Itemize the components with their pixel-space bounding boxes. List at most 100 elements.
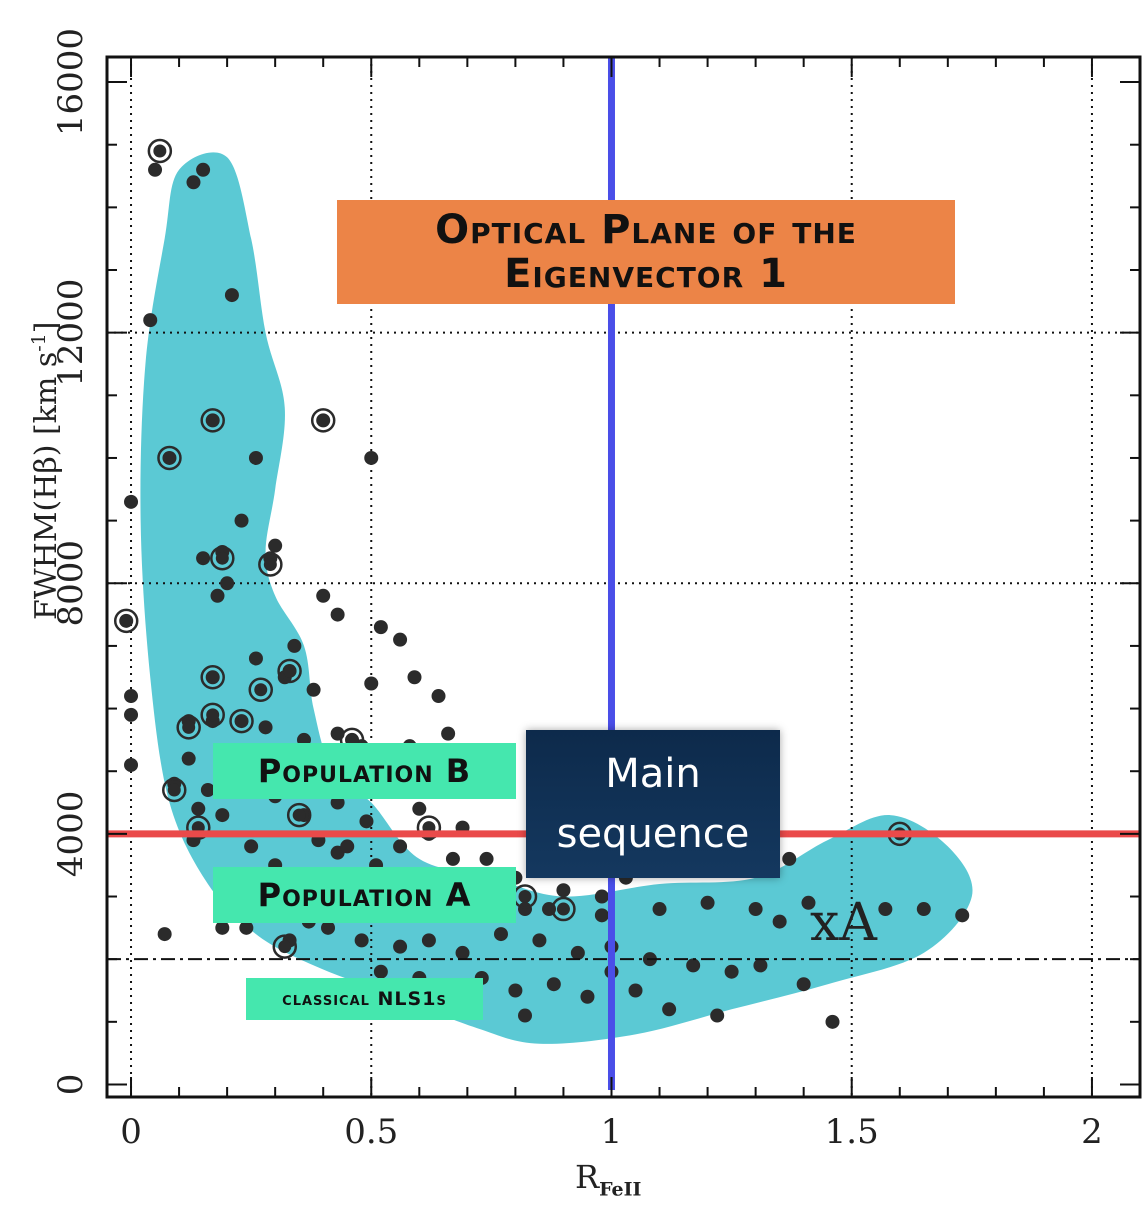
circled-point xyxy=(518,890,532,904)
population-b-text: Population B xyxy=(257,752,472,790)
y-axis-title-close: ] xyxy=(29,321,64,334)
data-point xyxy=(580,989,595,1004)
data-point xyxy=(407,670,422,685)
data-point xyxy=(224,288,239,303)
data-point xyxy=(825,1014,840,1029)
data-point xyxy=(594,889,609,904)
data-point xyxy=(186,175,201,190)
circled-point-ring xyxy=(176,715,201,740)
data-point xyxy=(431,689,446,704)
data-point xyxy=(330,607,345,622)
data-point xyxy=(710,1008,725,1023)
circled-point-ring xyxy=(272,934,298,959)
tick-labels: 0 0.5 1 1.5 2 0 4000 8000 12000 16000 xyxy=(51,28,1103,1152)
circled-point-ring xyxy=(200,702,225,728)
data-point xyxy=(157,927,172,942)
circled-point xyxy=(206,708,220,722)
data-point xyxy=(196,162,211,177)
y-axis-title: FWHM(Hβ) [km s-1] xyxy=(28,322,64,620)
circled-point xyxy=(316,413,330,427)
data-point xyxy=(143,313,158,328)
data-point xyxy=(532,933,547,948)
data-point xyxy=(248,450,263,465)
data-point xyxy=(628,983,643,998)
data-point xyxy=(546,977,561,992)
data-point xyxy=(455,945,470,960)
data-point xyxy=(340,839,355,854)
data-point xyxy=(196,551,211,566)
data-point xyxy=(748,902,763,917)
circled-point-ring xyxy=(147,138,173,164)
data-point xyxy=(518,902,533,917)
data-point xyxy=(393,939,408,954)
data-point xyxy=(412,801,427,816)
circled-point-ring xyxy=(113,608,139,634)
data-point xyxy=(916,902,931,917)
data-point xyxy=(215,920,230,935)
circled-point-ring xyxy=(200,408,225,433)
circled-point xyxy=(556,902,570,916)
x-axis-title: RFeII xyxy=(575,1158,641,1200)
data-point xyxy=(724,964,739,979)
data-point xyxy=(801,895,816,910)
y-axis-title-main: FWHM(Hβ) [km s xyxy=(29,351,64,620)
circled-point xyxy=(182,720,196,734)
circled-point xyxy=(153,144,167,158)
x-axis-title-sub: FeII xyxy=(599,1178,642,1201)
x-tick-label: 1.5 xyxy=(825,1112,879,1152)
data-point xyxy=(796,977,811,992)
data-point xyxy=(594,908,609,923)
circled-point xyxy=(278,940,292,954)
circled-point xyxy=(215,551,229,565)
x-tick-label: 0.5 xyxy=(344,1112,398,1152)
data-point xyxy=(124,757,139,772)
circled-point-ring xyxy=(248,677,273,703)
circled-point-ring xyxy=(416,815,442,840)
chart-title-text: Optical Plane of the Eigenvector 1 xyxy=(435,207,857,297)
axis-ticks xyxy=(107,57,1140,1097)
data-point xyxy=(234,513,249,528)
data-point xyxy=(321,920,336,935)
y-axis-title-sup: -1 xyxy=(28,333,50,352)
main-sequence-line2: sequence xyxy=(556,811,750,857)
chart-title: Optical Plane of the Eigenvector 1 xyxy=(337,200,955,304)
circled-point xyxy=(206,670,220,684)
circled-point xyxy=(292,808,306,822)
data-point xyxy=(220,576,235,591)
data-point xyxy=(210,588,225,603)
circled-point xyxy=(119,614,133,628)
x-axis-title-main: R xyxy=(575,1158,600,1196)
population-b-label: Population B xyxy=(213,743,516,799)
xa-label: xA xyxy=(810,893,877,953)
data-point xyxy=(268,538,283,553)
data-point xyxy=(753,958,768,973)
y-tick-label: 16000 xyxy=(51,28,91,136)
circled-point xyxy=(235,714,249,728)
y-tick-label: 4000 xyxy=(51,791,91,878)
data-point xyxy=(508,983,523,998)
data-point xyxy=(445,851,460,866)
circled-point-ring xyxy=(162,777,187,803)
data-point xyxy=(479,851,494,866)
circled-point xyxy=(206,413,220,427)
data-point xyxy=(955,908,970,923)
data-point xyxy=(373,620,388,635)
data-point xyxy=(393,839,408,854)
data-point xyxy=(316,588,331,603)
data-point xyxy=(215,808,230,823)
circled-point xyxy=(263,557,277,571)
y-tick-label: 12000 xyxy=(51,279,91,387)
circled-point-ring xyxy=(286,802,312,828)
data-point xyxy=(373,964,388,979)
data-point xyxy=(359,814,374,829)
data-point xyxy=(124,707,139,722)
data-point xyxy=(662,1002,677,1017)
y-tick-label: 8000 xyxy=(51,540,91,627)
x-tick-label: 0 xyxy=(120,1112,142,1152)
data-point xyxy=(287,638,302,653)
x-tick-label: 2 xyxy=(1081,1112,1103,1152)
data-point xyxy=(556,883,571,898)
nls1-label: classical NLS1s xyxy=(246,978,483,1020)
circled-point xyxy=(167,783,181,797)
data-point xyxy=(518,1008,533,1023)
